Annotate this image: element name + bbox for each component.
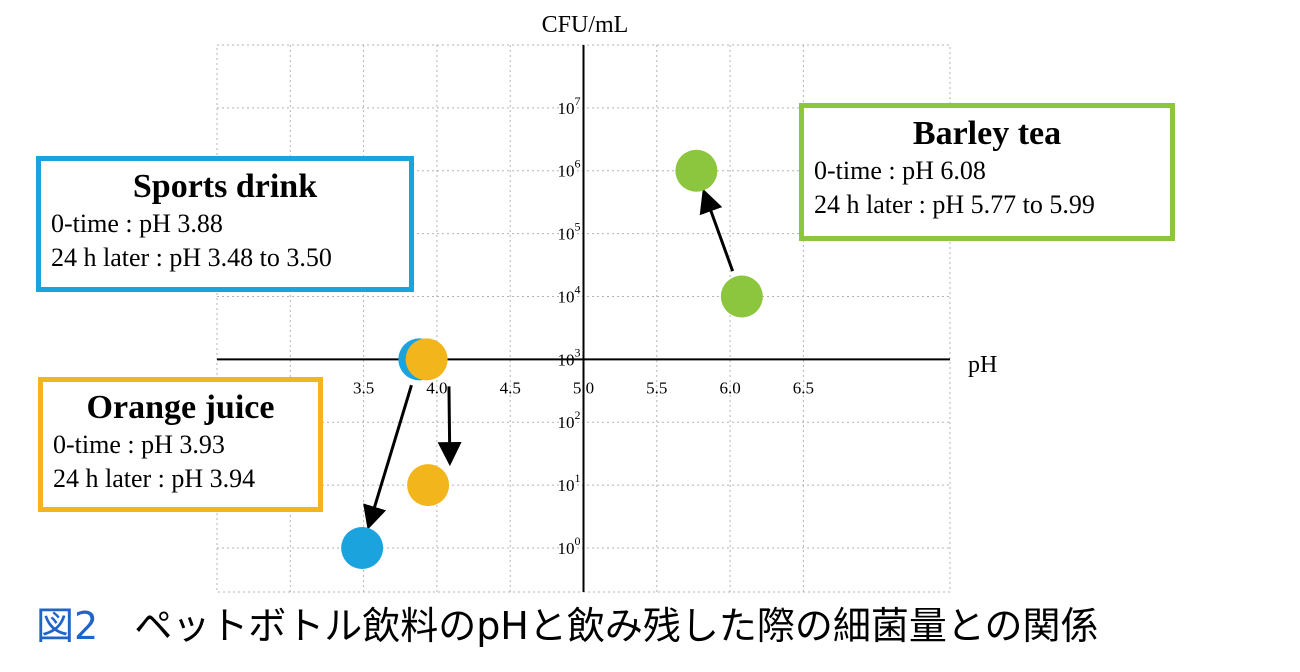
- annotation-line: 24 h later : pH 5.77 to 5.99: [814, 190, 1095, 219]
- sports-drink-annotation: Sports drink 0-time : pH 3.88 24 h later…: [36, 156, 414, 292]
- y-tick-label: 104: [558, 282, 581, 306]
- annotation-title: Sports drink: [132, 168, 318, 205]
- x-tick-label: 6.5: [793, 378, 814, 397]
- tick-labels: 3.5 4.0 4.5 5.0 5.5 6.0 6.5 100 101 102 103 104 105 1…: [353, 94, 814, 558]
- annotation-line: 0-time : pH 6.08: [814, 156, 986, 185]
- arrows: [363, 188, 735, 530]
- y-tick-label: 105: [558, 220, 581, 244]
- x-axis-label: pH: [968, 352, 997, 378]
- caption-text: ペットボトル飲料のpHと飲み残した際の細菌量との関係: [134, 604, 1099, 648]
- y-tick-label: 106: [558, 157, 581, 181]
- axes: [217, 45, 950, 592]
- data-point: [341, 526, 384, 569]
- y-tick-label: 101: [558, 471, 581, 495]
- x-tick-label: 4.5: [500, 378, 521, 397]
- trajectory-arrow: [437, 386, 462, 467]
- y-tick-label: 100: [558, 534, 581, 558]
- annotation-title: Orange juice: [86, 389, 275, 426]
- annotation-title: Barley tea: [912, 115, 1062, 152]
- data-point: [407, 464, 450, 507]
- data-points: [341, 149, 763, 569]
- x-tick-label: 3.5: [353, 378, 374, 397]
- trajectory-arrow: [699, 188, 735, 272]
- data-point: [405, 338, 448, 381]
- y-tick-label: 103: [558, 345, 581, 369]
- y-tick-label: 107: [558, 94, 581, 118]
- data-point: [675, 149, 718, 192]
- x-tick-label: 5.0: [573, 378, 594, 397]
- annotation-line: 24 h later : pH 3.48 to 3.50: [51, 243, 332, 272]
- annotation-line: 0-time : pH 3.93: [53, 430, 225, 459]
- x-tick-label: 4.0: [426, 378, 447, 397]
- orange-juice-annotation: Orange juice 0-time : pH 3.93 24 h later…: [38, 377, 323, 512]
- annotation-line: 24 h later : pH 3.94: [53, 464, 256, 493]
- y-tick-label: 102: [558, 408, 581, 432]
- x-tick-label: 6.0: [719, 378, 740, 397]
- data-point: [720, 275, 763, 318]
- y-axis-label: CFU/mL: [542, 12, 629, 38]
- annotation-line: 0-time : pH 3.88: [51, 209, 223, 238]
- figure-number: 図2: [36, 604, 99, 648]
- figure-caption: 図2 ペットボトル飲料のpHと飲み残した際の細菌量との関係: [36, 600, 1099, 652]
- x-tick-label: 5.5: [646, 378, 667, 397]
- trajectory-arrow: [363, 384, 413, 530]
- barley-tea-annotation: Barley tea 0-time : pH 6.08 24 h later :…: [799, 103, 1175, 241]
